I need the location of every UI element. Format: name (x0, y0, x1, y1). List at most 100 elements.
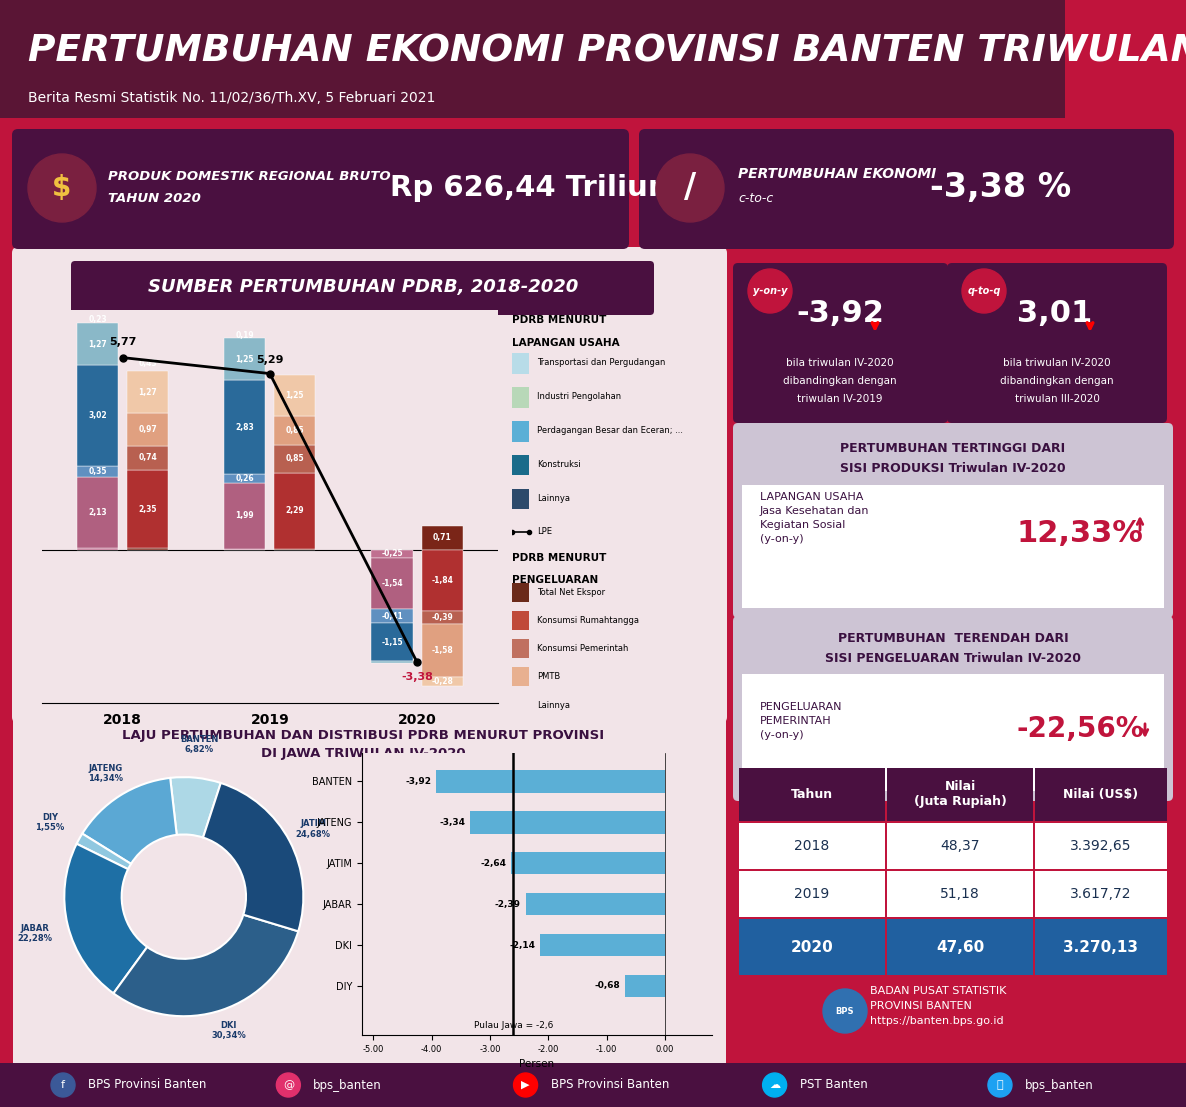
Text: bila triwulan IV-2020: bila triwulan IV-2020 (786, 358, 894, 368)
Text: -0,39: -0,39 (432, 613, 453, 622)
Text: 12,33%: 12,33% (1016, 518, 1143, 548)
Wedge shape (82, 778, 177, 863)
FancyBboxPatch shape (733, 263, 948, 423)
Text: BPS Provinsi Banten: BPS Provinsi Banten (550, 1078, 669, 1092)
Bar (731, 717, 1168, 1063)
FancyBboxPatch shape (946, 263, 1167, 423)
Bar (511, 852, 665, 875)
Text: 1,27: 1,27 (88, 340, 107, 349)
Text: dibandingkan dengan: dibandingkan dengan (783, 376, 897, 386)
Text: -3,38: -3,38 (401, 672, 433, 682)
Bar (421, 550, 463, 611)
Text: Total Net Ekspor: Total Net Ekspor (537, 588, 605, 597)
Text: 2,29: 2,29 (286, 506, 304, 516)
Bar (127, 548, 168, 550)
Circle shape (748, 269, 792, 313)
Text: 🐦: 🐦 (996, 1080, 1003, 1090)
Bar (540, 934, 665, 956)
Text: BANTEN
6,82%: BANTEN 6,82% (180, 735, 218, 754)
Text: PST Banten: PST Banten (799, 1078, 867, 1092)
Text: 2,13: 2,13 (88, 508, 107, 517)
Text: 3,02: 3,02 (88, 411, 107, 420)
Text: 0,35: 0,35 (88, 467, 107, 476)
FancyBboxPatch shape (12, 247, 727, 723)
Text: BPS: BPS (836, 1006, 854, 1015)
Bar (274, 416, 315, 445)
Bar (224, 339, 266, 380)
Text: ☁: ☁ (769, 1080, 780, 1090)
Text: bps_banten: bps_banten (1025, 1078, 1093, 1092)
Text: 0,71: 0,71 (433, 534, 452, 542)
Text: 0,85: 0,85 (286, 454, 304, 463)
Text: JATIM
24,68%: JATIM 24,68% (295, 819, 331, 839)
Text: -0,25: -0,25 (381, 549, 403, 558)
FancyBboxPatch shape (733, 615, 1173, 801)
Text: -0,28: -0,28 (432, 676, 453, 686)
Circle shape (28, 154, 96, 223)
Text: -1,54: -1,54 (381, 579, 403, 588)
Text: 0,43: 0,43 (139, 360, 157, 369)
Text: PENGELUARAN: PENGELUARAN (512, 576, 599, 586)
Bar (742, 485, 1163, 608)
Text: -2,39: -2,39 (495, 900, 521, 909)
Bar (224, 483, 266, 549)
Text: Nilai
(Juta Rupiah): Nilai (Juta Rupiah) (913, 780, 1007, 808)
X-axis label: Persen: Persen (519, 1059, 554, 1069)
Circle shape (763, 1073, 786, 1097)
Bar (77, 548, 119, 550)
Bar (274, 374, 315, 416)
Text: -3,92: -3,92 (796, 299, 884, 328)
Text: Konstruksi: Konstruksi (537, 459, 581, 468)
Text: 48,37: 48,37 (940, 839, 980, 853)
Bar (77, 323, 119, 365)
Text: 1,27: 1,27 (139, 387, 157, 396)
Bar (887, 919, 1033, 975)
Text: Konsumsi Pemerintah: Konsumsi Pemerintah (537, 644, 629, 653)
Text: /: / (684, 172, 696, 205)
Text: 1,25: 1,25 (286, 391, 304, 400)
Text: q-to-q: q-to-q (968, 286, 1001, 296)
Bar (0, 0, 1186, 118)
Text: Perdagangan Besar dan Eceran; ...: Perdagangan Besar dan Eceran; ... (537, 426, 683, 435)
Text: 0,85: 0,85 (286, 426, 304, 435)
Text: 51,18: 51,18 (940, 887, 980, 901)
Text: 1,99: 1,99 (236, 511, 254, 520)
Text: PDRB Perkapita ADHB 2018-2020: PDRB Perkapita ADHB 2018-2020 (793, 728, 1104, 746)
Text: 2,35: 2,35 (139, 505, 157, 514)
Text: PENGELUARAN
PEMERINTAH
(y-on-y): PENGELUARAN PEMERINTAH (y-on-y) (760, 702, 842, 739)
Bar (421, 611, 463, 624)
Bar (224, 474, 266, 483)
Wedge shape (203, 783, 304, 931)
Bar (887, 823, 1033, 869)
Text: -2,14: -2,14 (510, 941, 536, 950)
Text: -22,56%: -22,56% (1016, 715, 1143, 743)
Bar (1035, 768, 1167, 821)
Bar (371, 558, 413, 609)
Text: f: f (60, 1080, 65, 1090)
Text: LAPANGAN USAHA: LAPANGAN USAHA (512, 338, 620, 348)
Text: -2,64: -2,64 (480, 859, 506, 868)
Bar (739, 768, 885, 821)
Text: PERTUMBUHAN  TERENDAH DARI: PERTUMBUHAN TERENDAH DARI (837, 632, 1069, 645)
Text: PMTB: PMTB (537, 672, 560, 681)
FancyBboxPatch shape (71, 261, 653, 315)
Bar (421, 624, 463, 676)
Bar (77, 466, 119, 477)
Text: 3.617,72: 3.617,72 (1070, 887, 1131, 901)
Text: bps_banten: bps_banten (313, 1078, 382, 1092)
Bar (512, 639, 529, 658)
Circle shape (823, 989, 867, 1033)
Text: PERTUMBUHAN EKONOMI: PERTUMBUHAN EKONOMI (738, 167, 936, 182)
Bar (512, 488, 529, 509)
Bar (512, 387, 529, 407)
Text: 0,26: 0,26 (236, 474, 254, 483)
Circle shape (988, 1073, 1012, 1097)
Text: Lainnya: Lainnya (537, 701, 570, 710)
Text: DKI
30,34%: DKI 30,34% (211, 1021, 247, 1041)
Bar (436, 770, 665, 793)
Text: ▶: ▶ (522, 1080, 530, 1090)
Text: 3,01: 3,01 (1018, 299, 1092, 328)
Text: 1,25: 1,25 (236, 354, 254, 363)
Text: SUMBER PERTUMBUHAN PDRB, 2018-2020: SUMBER PERTUMBUHAN PDRB, 2018-2020 (148, 278, 578, 296)
Bar (421, 676, 463, 686)
